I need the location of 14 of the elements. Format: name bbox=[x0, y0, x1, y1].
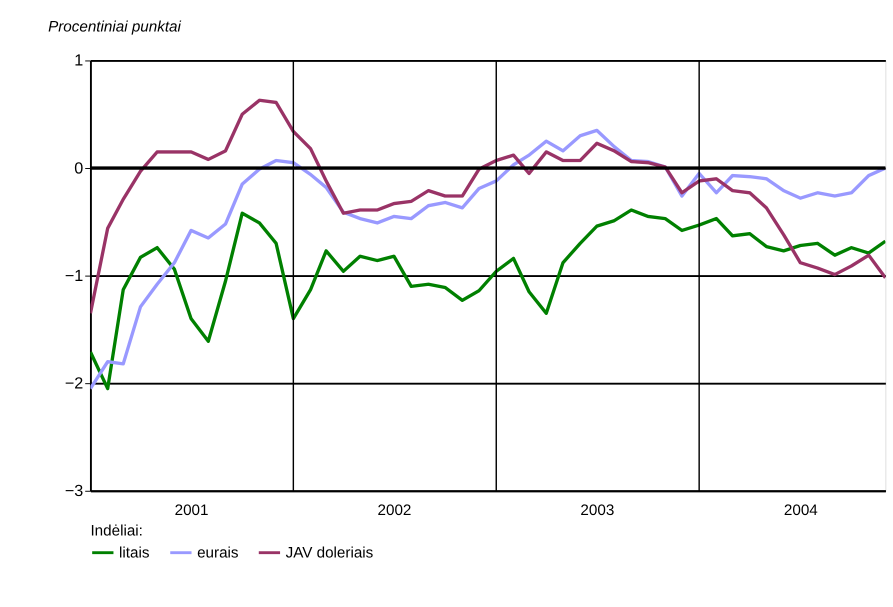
x-tick-label: 2004 bbox=[784, 502, 818, 520]
y-axis-title: Procentiniai punktai bbox=[48, 18, 182, 36]
legend-label: eurais bbox=[197, 544, 239, 562]
x-tick-label: 2002 bbox=[378, 502, 412, 520]
y-tick-label: −1 bbox=[64, 266, 84, 285]
legend-label: litais bbox=[119, 544, 150, 562]
x-tick-label: 2001 bbox=[174, 502, 208, 520]
y-tick-label: −3 bbox=[64, 482, 84, 500]
x-tick-label: 2003 bbox=[580, 502, 614, 520]
y-tick-label: −2 bbox=[64, 374, 84, 392]
legend-title: Indėliai: bbox=[90, 522, 143, 540]
y-tick-label: 1 bbox=[74, 52, 84, 70]
y-tick-label: 0 bbox=[74, 159, 84, 178]
legend-label: JAV doleriais bbox=[286, 544, 374, 562]
